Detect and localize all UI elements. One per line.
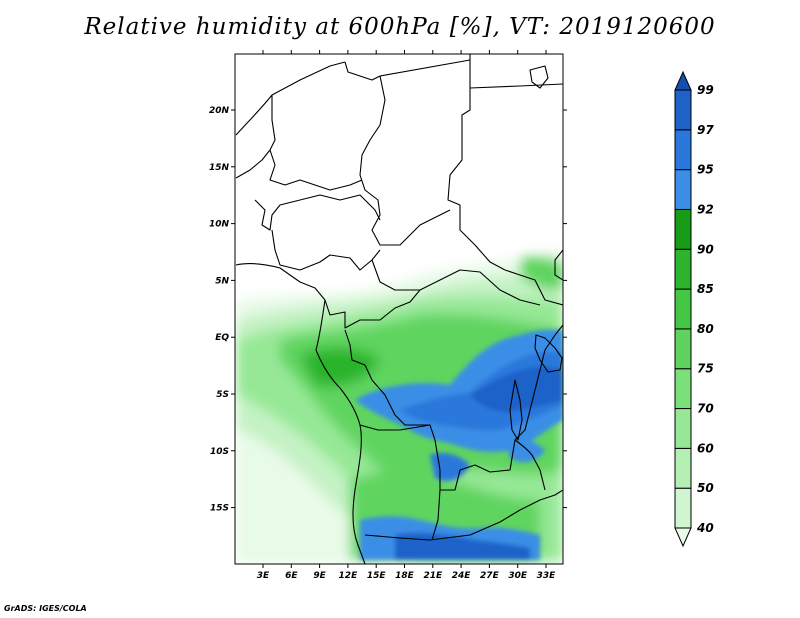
colorbar-segment	[674, 408, 692, 449]
colorbar-segment	[674, 487, 692, 529]
lon-tick-label: 6E	[285, 571, 298, 581]
lon-tick-label: 9E	[313, 571, 326, 581]
colorbar-segment	[674, 129, 692, 171]
colorbar-label: 50	[697, 481, 714, 495]
colorbar-label: 85	[697, 282, 714, 296]
lat-tick-label: 15N	[209, 163, 230, 173]
colorbar-label: 40	[696, 521, 714, 535]
latitude-axis: 20N 15N 10N 5N EQ 5S 10S 15S	[209, 106, 567, 514]
colorbar-segment	[674, 328, 692, 370]
lon-tick-label: 15E	[367, 571, 387, 581]
lon-tick-label: 30E	[508, 571, 528, 581]
lat-tick-label: 15S	[210, 504, 229, 514]
plot-frame	[234, 53, 564, 565]
lat-tick-label: 10S	[210, 447, 229, 457]
colorbar-segment	[674, 248, 692, 290]
lat-tick-label: 20N	[209, 106, 230, 116]
lon-tick-label: 12E	[339, 571, 359, 581]
colorbar-segment	[674, 89, 692, 131]
colorbar-label: 80	[697, 322, 714, 336]
colorbar-label: 60	[697, 441, 714, 455]
lat-tick-label: 10N	[209, 220, 230, 230]
lon-tick-label: 24E	[452, 571, 472, 581]
colorbar-label: 92	[697, 202, 714, 216]
colorbar-label: 97	[697, 123, 714, 137]
colorbar-segment	[674, 527, 692, 548]
chart-title: Relative humidity at 600hPa [%], VT: 201…	[84, 14, 716, 40]
grads-credit: GrADS: IGES/COLA	[4, 604, 87, 613]
longitude-axis: 3E 6E 9E 12E 15E 18E 21E 24E 27E 30E 33E	[257, 50, 556, 581]
colorbar-label: 90	[697, 242, 714, 256]
colorbar-label: 95	[697, 163, 714, 177]
colorbar-segment	[674, 288, 692, 330]
colorbar-segment	[674, 169, 692, 210]
colorbar-segment	[674, 368, 692, 410]
lon-tick-label: 18E	[395, 571, 415, 581]
lon-tick-label: 21E	[423, 571, 443, 581]
lat-tick-label: 5S	[216, 390, 229, 400]
colorbar: 40 50 60 70 75 80 85 90 92 95 97 99	[674, 70, 714, 548]
colorbar-label: 99	[697, 83, 714, 97]
colorbar-label: 70	[697, 402, 714, 416]
colorbar-segment	[674, 447, 692, 489]
humidity-field	[235, 54, 563, 564]
lon-tick-label: 3E	[257, 571, 270, 581]
lon-tick-label: 27E	[480, 571, 500, 581]
colorbar-label: 75	[697, 362, 714, 376]
lon-tick-label: 33E	[537, 571, 557, 581]
colorbar-segment	[674, 70, 692, 91]
colorbar-segment	[674, 208, 692, 250]
lat-tick-label: EQ	[215, 333, 229, 343]
lat-tick-label: 5N	[215, 276, 229, 286]
